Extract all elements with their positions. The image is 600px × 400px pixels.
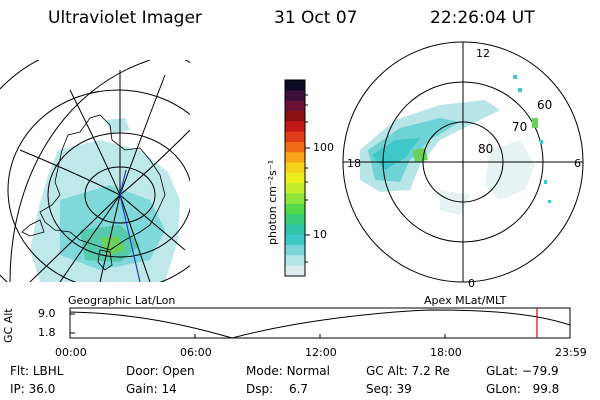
alt-y-tick-1-8: 1.8: [38, 326, 56, 339]
info-glon: GLon: 99.8: [486, 382, 560, 396]
colorbar-segment: [285, 152, 305, 164]
alt-x-tick-1800: 18:00: [430, 346, 462, 359]
info-filter: Flt: LBHL: [10, 364, 64, 378]
colorbar-segment: [285, 265, 305, 277]
alt-y-label: GC Alt: [2, 308, 15, 343]
info-seq: Seq: 39: [366, 382, 412, 396]
colorbar: [285, 80, 305, 277]
colorbar-tick-100: 100: [313, 141, 334, 154]
alt-x-tick-1200: 12:00: [305, 346, 337, 359]
info-dsp-value: 6.7: [288, 382, 309, 396]
colorbar-segment: [285, 203, 305, 215]
colorbar-segment: [285, 193, 305, 205]
info-door: Door: Open: [126, 364, 195, 378]
colorbar-segment: [285, 110, 305, 122]
colorbar-segment: [285, 141, 305, 153]
info-gain: Gain: 14: [126, 382, 177, 396]
colorbar-segment: [285, 183, 305, 194]
colorbar-segment: [285, 131, 305, 143]
colorbar-segment: [285, 162, 305, 174]
colorbar-segment: [285, 245, 305, 256]
colorbar-segment: [285, 255, 305, 267]
alt-x-tick-2359: 23:59: [555, 346, 587, 359]
mlt-label-18: 18: [347, 157, 361, 170]
colorbar-segment: [285, 121, 305, 133]
info-glon-value: 99.8: [532, 382, 560, 396]
info-glat: GLat: −79.9: [486, 364, 559, 378]
colorbar-segment: [285, 90, 305, 102]
observation-date: 31 Oct 07: [274, 8, 358, 28]
alt-y-tick-9: 9.0: [38, 307, 56, 320]
polar-map-label: Apex MLat/MLT: [424, 294, 507, 307]
mlat-label-80: 80: [478, 142, 494, 156]
info-ip: IP: 36.0: [10, 382, 56, 396]
mlat-label-60: 60: [537, 98, 553, 112]
polar-map: [342, 41, 584, 283]
mlat-label-70: 70: [512, 120, 528, 134]
info-gcalt: GC Alt: 7.2 Re: [366, 364, 450, 378]
info-dsp: Dsp: 6.7: [246, 382, 309, 396]
geo-map-label: Geographic Lat/Lon: [68, 294, 176, 307]
colorbar-segment: [285, 224, 305, 236]
altitude-curve: [69, 309, 571, 339]
alt-x-tick-0000: 00:00: [55, 346, 87, 359]
colorbar-unit-label: photon cm⁻²s⁻¹: [266, 159, 279, 245]
altitude-plot: [69, 307, 571, 339]
mlt-label-0: 0: [468, 277, 475, 290]
mlt-label-6: 6: [574, 157, 581, 170]
earth-limb: [9, 60, 151, 282]
ground-track: [119, 194, 141, 282]
observation-time: 22:26:04 UT: [430, 8, 535, 28]
colorbar-segment: [285, 234, 305, 246]
mlt-label-12: 12: [476, 47, 490, 60]
info-gcalt-value: 7.2 Re: [411, 364, 450, 378]
alt-x-tick-0600: 06:00: [180, 346, 212, 359]
info-filter-value: LBHL: [32, 364, 64, 378]
info-mode-value: Normal: [286, 364, 330, 378]
colorbar-segment: [285, 214, 305, 225]
geographic-map: [0, 60, 190, 282]
colorbar-tick-10: 10: [313, 228, 327, 241]
info-glat-value: −79.9: [521, 364, 559, 378]
info-door-value: Open: [162, 364, 195, 378]
info-seq-value: 39: [396, 382, 412, 396]
colorbar-segment: [285, 100, 305, 112]
info-ip-value: 36.0: [28, 382, 56, 396]
colorbar-segment: [285, 172, 305, 184]
info-gain-value: 14: [161, 382, 177, 396]
app-title: Ultraviolet Imager: [48, 8, 202, 28]
coastline: [39, 114, 166, 251]
colorbar-segment: [285, 80, 305, 91]
info-mode: Mode: Normal: [246, 364, 330, 378]
